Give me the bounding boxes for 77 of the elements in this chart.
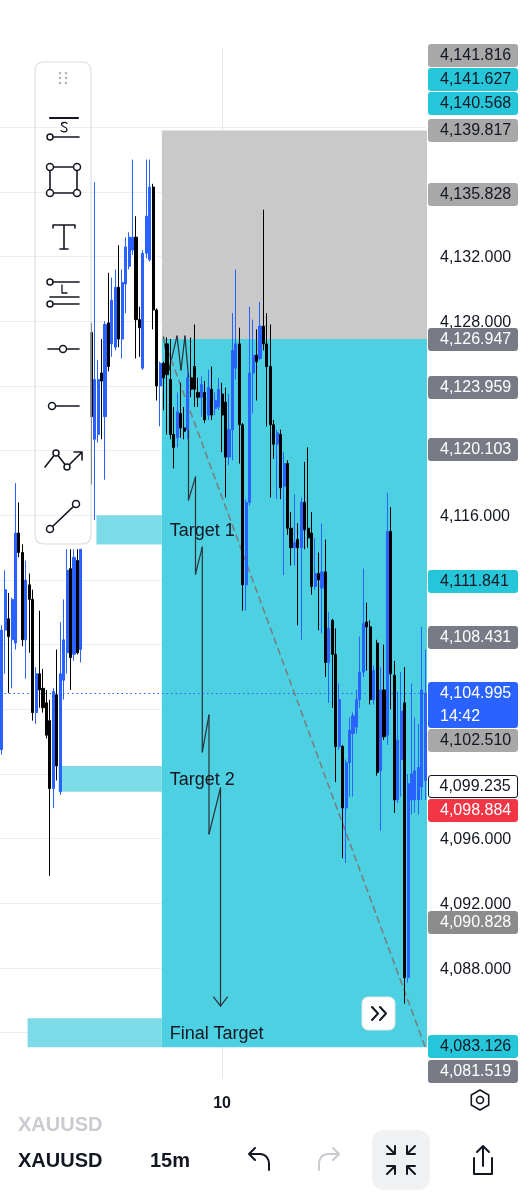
candlestick: [117, 244, 120, 348]
candlestick: [148, 159, 151, 262]
candlestick: [324, 539, 327, 678]
candlestick: [100, 338, 103, 440]
candlestick: [24, 560, 27, 680]
price-tag: 4,123.959: [428, 375, 518, 399]
candlestick: [179, 382, 182, 439]
price-tag: 4,090.828: [428, 910, 518, 934]
candlestick: [103, 320, 107, 481]
y-tick-label: 4,132.000: [440, 248, 512, 266]
candlestick: [258, 301, 262, 361]
candlestick: [134, 215, 138, 359]
candlestick: [341, 744, 344, 859]
x-tick-label: 10: [213, 1093, 232, 1111]
candlestick: [176, 391, 179, 448]
price-tag: 4,126.947: [428, 327, 518, 351]
candlestick: [38, 610, 41, 709]
band-label: Target 2: [169, 768, 235, 789]
candlestick: [372, 665, 375, 705]
candlestick: [393, 660, 396, 814]
price-tag: 4,139.817: [428, 118, 518, 142]
candlestick: [389, 506, 392, 710]
price-tag: 4,108.431: [428, 625, 518, 649]
candlestick: [314, 537, 317, 591]
y-tick-label: 4,128.000: [440, 312, 512, 330]
candlestick: [200, 375, 203, 418]
candlestick: [255, 328, 258, 401]
candlestick: [210, 366, 213, 421]
candlestick: [79, 548, 82, 663]
price-tag: 4,140.568: [428, 91, 518, 115]
candlestick: [283, 451, 286, 576]
band-label: Final Target: [169, 1022, 264, 1043]
price-tag: 4,099.235: [428, 774, 518, 798]
candlestick: [386, 492, 389, 746]
candlestick: [35, 666, 38, 725]
price-tag: 4,135.828: [428, 182, 518, 206]
candlestick: [320, 522, 324, 634]
y-tick-label: 4,116.000: [440, 506, 511, 524]
text: 15m: [150, 1149, 191, 1171]
price-tag: 4,141.816: [428, 43, 518, 67]
price-tag: 4,120.103: [428, 437, 518, 461]
candlestick: [279, 429, 282, 500]
candlestick: [224, 387, 227, 499]
ref-line-label: 4,104.995 14:42: [440, 684, 512, 725]
candlestick: [69, 548, 72, 691]
price-tag: 4,141.627: [428, 67, 518, 91]
candlestick: [403, 666, 406, 1005]
candlestick: [276, 429, 279, 500]
price-tag: 4,104.995 14:42: [428, 681, 518, 728]
price-tag: 4,111.841: [428, 569, 518, 593]
candlestick: [55, 649, 58, 781]
text: XAUUSD: [18, 1149, 103, 1171]
candlestick: [296, 522, 299, 626]
candlestick: [317, 551, 320, 631]
candlestick: [159, 361, 162, 427]
y-tick-label: 4,088.000: [440, 959, 512, 977]
candlestick: [7, 592, 10, 694]
y-tick-label: 4,092.000: [440, 894, 512, 912]
candlestick: [379, 666, 382, 832]
candlestick: [217, 377, 220, 411]
y-tick-label: 4,096.000: [440, 830, 512, 848]
candlestick: [203, 380, 206, 424]
candlestick: [207, 369, 210, 421]
candlestick: [382, 644, 386, 741]
candlestick: [300, 497, 303, 641]
candlestick: [293, 493, 296, 566]
candlestick: [107, 272, 110, 372]
candlestick: [93, 181, 96, 521]
price-tag: 4,083.126: [428, 1034, 518, 1058]
candlestick: [376, 639, 379, 777]
price-tag: 4,098.884: [428, 798, 518, 822]
price-tag: 4,102.510: [428, 728, 518, 752]
candlestick: [193, 324, 196, 408]
price-tag: 4,081.519: [428, 1059, 518, 1083]
candlestick: [76, 548, 79, 655]
candlestick: [338, 682, 341, 751]
candlestick: [72, 548, 76, 662]
